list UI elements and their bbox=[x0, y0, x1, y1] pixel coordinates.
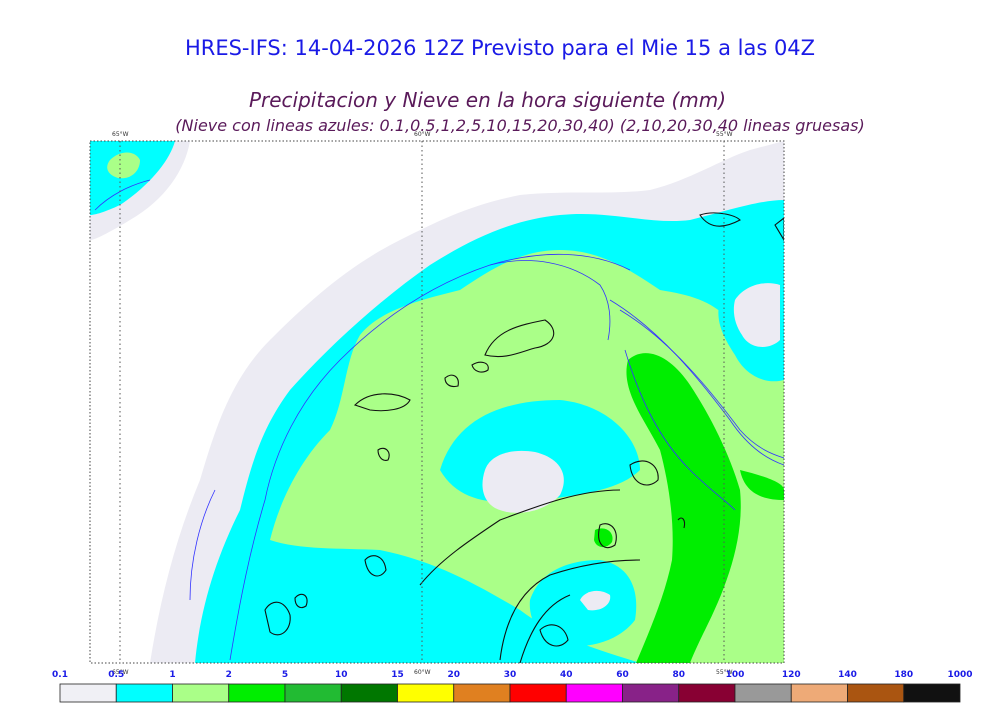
legend-swatch bbox=[678, 683, 736, 703]
legend-tick-label: 0.5 bbox=[108, 670, 124, 680]
longitude-label-bottom: 60°W bbox=[414, 669, 431, 676]
longitude-label-bottom: 55°W bbox=[716, 669, 733, 676]
precip-field-1-corner bbox=[107, 152, 140, 179]
legend-tick-label: 180 bbox=[894, 670, 913, 680]
longitude-grid bbox=[119, 141, 725, 663]
precip-field-upper-right-grey bbox=[733, 283, 780, 347]
legend-swatch bbox=[509, 683, 567, 703]
longitude-label-top: 65°W bbox=[112, 131, 129, 138]
legend-swatch bbox=[565, 683, 623, 703]
precip-field-2 bbox=[626, 353, 741, 663]
legend-tick-label: 120 bbox=[782, 670, 801, 680]
legend-swatch bbox=[622, 683, 680, 703]
legend-tick-label: 1000 bbox=[947, 670, 972, 680]
legend-tick-label: 5 bbox=[282, 670, 288, 680]
legend-tick-label: 140 bbox=[838, 670, 857, 680]
longitude-label-bottom: 65°W bbox=[112, 669, 129, 676]
precip-field-2-east bbox=[740, 470, 784, 500]
legend-swatch bbox=[734, 683, 792, 703]
legend-swatch bbox=[172, 683, 230, 703]
legend-tick-label: 15 bbox=[391, 670, 404, 680]
legend-tick-label: 30 bbox=[504, 670, 517, 680]
map-frame bbox=[89, 140, 785, 664]
legend-swatch bbox=[903, 683, 961, 703]
legend-swatch bbox=[59, 683, 117, 703]
map-title: HRES-IFS: 14-04-2026 12Z Previsto para e… bbox=[184, 36, 816, 60]
legend-tick-label: 10 bbox=[335, 670, 348, 680]
map-subtitle: Precipitacion y Nieve en la hora siguien… bbox=[248, 88, 727, 112]
legend-tick-label: 1 bbox=[169, 670, 175, 680]
legend-tick-label: 2 bbox=[226, 670, 232, 680]
map-area bbox=[90, 141, 784, 663]
legend-tick-label: 60 bbox=[616, 670, 629, 680]
legend-swatch bbox=[790, 683, 848, 703]
legend-tick-label: 0.1 bbox=[52, 670, 68, 680]
legend-tick-label: 20 bbox=[447, 670, 460, 680]
legend-tick-label: 80 bbox=[672, 670, 685, 680]
longitude-label-top: 60°W bbox=[414, 131, 431, 138]
legend-swatch bbox=[847, 683, 905, 703]
snow-lines bbox=[94, 179, 784, 661]
legend-swatch bbox=[228, 683, 286, 703]
legend-tick-label: 100 bbox=[726, 670, 745, 680]
longitude-label-top: 55°W bbox=[716, 131, 733, 138]
color-legend: 0.1 0.5 1 2 5 10 15 20 30 40 60 80 100 120 140 180 1000 bbox=[52, 670, 973, 703]
precip-field-grey-hole-2 bbox=[580, 590, 611, 611]
legend-swatch bbox=[284, 683, 342, 703]
legend-swatch bbox=[115, 683, 173, 703]
legend-tick-label: 40 bbox=[560, 670, 573, 680]
map-note: (Nieve con lineas azules: 0.1,0.5,1,2,5,… bbox=[175, 116, 865, 135]
precip-field-grey-hole bbox=[482, 450, 564, 513]
legend-swatch bbox=[453, 683, 511, 703]
precip-contours bbox=[264, 212, 784, 663]
legend-swatch bbox=[340, 683, 398, 703]
legend-swatch bbox=[397, 683, 455, 703]
